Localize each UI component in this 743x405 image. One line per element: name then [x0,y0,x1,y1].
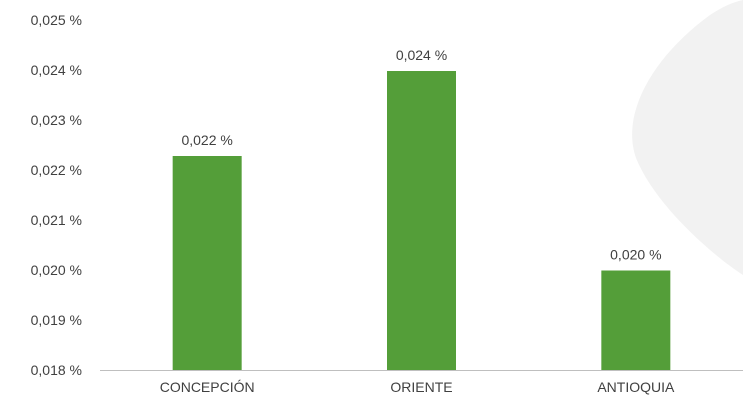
x-category-label: CONCEPCIÓN [160,379,255,395]
bar [601,270,671,370]
x-category-label: ANTIOQUIA [597,379,675,395]
bar [172,156,242,370]
x-category-label: ORIENTE [390,379,452,395]
y-tick-label: 0,022 % [31,162,82,178]
y-tick-label: 0,020 % [31,262,82,278]
data-label: 0,024 % [396,47,447,63]
data-label: 0,020 % [610,247,661,263]
y-tick-label: 0,019 % [31,312,82,328]
y-tick-label: 0,023 % [31,112,82,128]
x-axis-category-labels: CONCEPCIÓN ORIENTE ANTIOQUIA [160,379,675,395]
bar [387,71,456,370]
background-watermark-shape [632,0,743,275]
y-tick-label: 0,018 % [31,362,82,378]
y-tick-label: 0,021 % [31,212,82,228]
y-axis-tick-labels: 0,018 % 0,019 % 0,020 % 0,021 % 0,022 % 0,023… [31,12,82,378]
y-tick-label: 0,024 % [31,62,82,78]
data-label: 0,022 % [181,132,232,148]
y-tick-label: 0,025 % [31,12,82,28]
bars-group [172,71,671,370]
data-labels-group: 0,022 % 0,024 % 0,020 % [181,47,661,263]
